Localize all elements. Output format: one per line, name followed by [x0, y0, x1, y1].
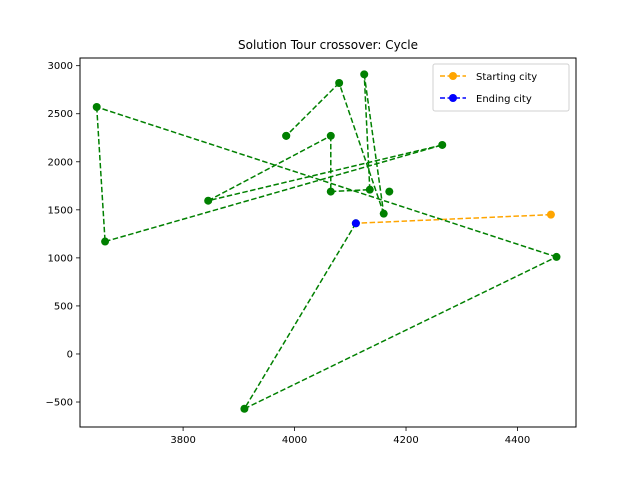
tour-point	[335, 78, 344, 87]
tour-point	[360, 70, 369, 79]
tour-point	[379, 209, 388, 218]
legend-end-marker	[449, 94, 457, 102]
tour-point	[385, 187, 394, 196]
legend-end-label: Ending city	[476, 94, 532, 105]
tour-segment	[243, 222, 357, 410]
start-segment	[355, 213, 551, 225]
tour-segment	[244, 256, 557, 410]
tour-segment	[208, 144, 443, 202]
tour-point	[438, 140, 447, 149]
tour-point	[326, 187, 335, 196]
legend-box	[432, 63, 570, 112]
y-tick-label: −500	[46, 398, 73, 409]
tour-point	[552, 252, 561, 261]
tour-segment	[285, 82, 340, 137]
plot-area	[92, 70, 561, 413]
tour-segment	[330, 188, 370, 193]
tour-segment	[363, 74, 385, 214]
axes: 3800 4000 4200 4400 −500 0 500 1000 1500 2000 2500…	[46, 61, 531, 446]
y-tick-label: 1500	[48, 205, 73, 216]
tour-point	[92, 103, 101, 112]
tour-segment	[207, 135, 332, 202]
y-tick-label: 500	[54, 301, 73, 312]
tour-segment	[95, 106, 106, 242]
tour-point	[365, 185, 374, 194]
start-city-point	[546, 210, 555, 219]
legend: Starting city Ending city	[432, 63, 570, 112]
legend-start-label: Starting city	[476, 72, 537, 83]
y-tick-label: 2500	[48, 109, 73, 120]
end-city-point	[351, 219, 360, 228]
tour-point	[282, 131, 291, 140]
x-tick-label: 4000	[282, 435, 307, 446]
tour-segment	[363, 74, 371, 190]
y-tick-label: 2000	[48, 157, 73, 168]
x-tick-label: 3800	[170, 435, 195, 446]
y-tick-label: 3000	[48, 61, 73, 72]
chart-title: Solution Tour crossover: Cycle	[238, 38, 418, 52]
y-tick-label: 0	[67, 349, 73, 360]
y-tick-label: 1000	[48, 253, 73, 264]
tour-point	[101, 237, 110, 246]
tour-point	[240, 404, 249, 413]
tour-segment	[338, 82, 385, 214]
tour-segment	[104, 144, 443, 243]
tour-point	[204, 196, 213, 205]
plot-frame	[79, 57, 577, 428]
x-tick-label: 4200	[393, 435, 418, 446]
legend-start-marker	[449, 72, 457, 80]
x-tick-label: 4400	[505, 435, 530, 446]
tour-point	[326, 131, 335, 140]
tour-segment	[96, 106, 557, 258]
